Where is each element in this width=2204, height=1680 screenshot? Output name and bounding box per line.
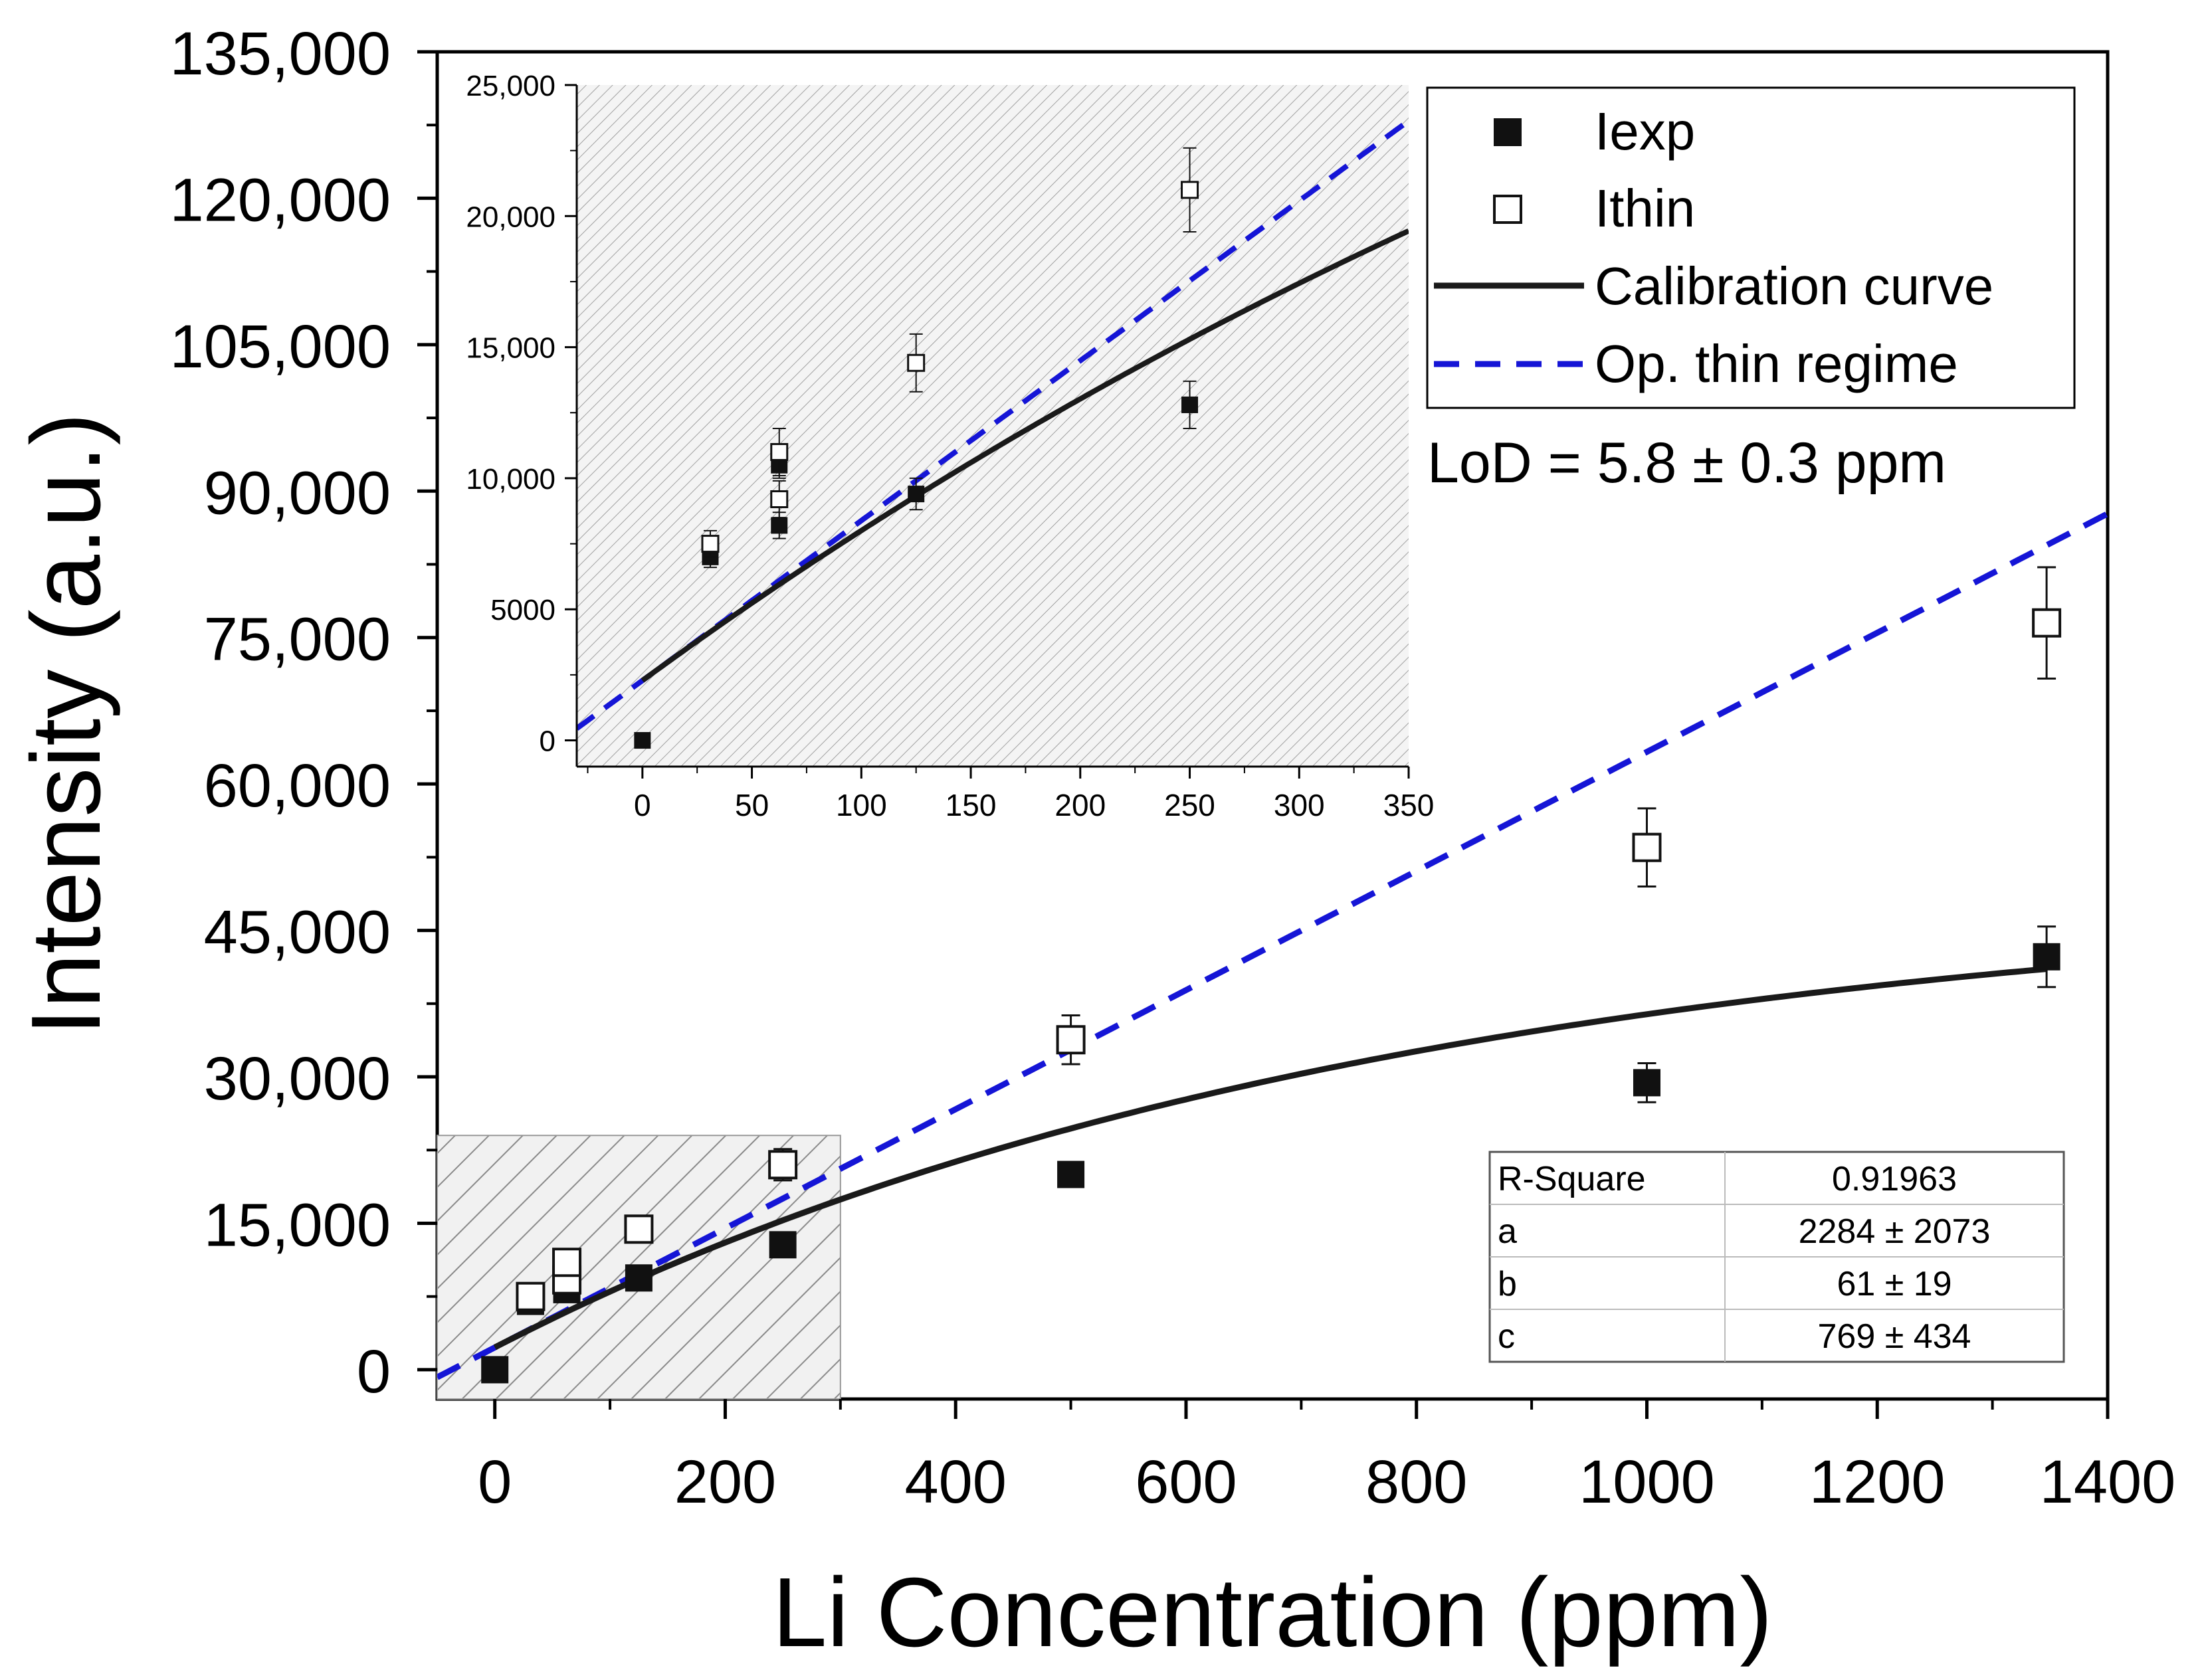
inset-y-tick-label: 10,000 bbox=[466, 463, 555, 496]
fit-table-value: 769 ± 434 bbox=[1818, 1317, 1971, 1356]
fit-table-value: 61 ± 19 bbox=[1837, 1265, 1952, 1303]
op-thin-regime-line bbox=[437, 511, 2108, 1380]
calibration-curve-line bbox=[493, 966, 2047, 1351]
inset-y-tick-label: 5000 bbox=[490, 594, 555, 626]
inset-x-tick-label: 150 bbox=[946, 788, 997, 822]
ithin-point bbox=[624, 1214, 654, 1244]
inset-iexp-point bbox=[634, 732, 651, 749]
inset-y-tick-label: 15,000 bbox=[466, 332, 555, 365]
inset-x-tick-label: 300 bbox=[1274, 788, 1325, 822]
inset-x-tick-label: 50 bbox=[735, 788, 769, 822]
ithin-point bbox=[1056, 1025, 1086, 1055]
fit-parameter-table: R-Square 0.91963 a 2284 ± 2073 b 61 ± 19… bbox=[1488, 1151, 2065, 1363]
y-axis-title: Intensity (a.u.) bbox=[11, 413, 121, 1036]
legend-ithin-marker bbox=[1493, 195, 1522, 224]
fit-table-label: c bbox=[1498, 1317, 1515, 1356]
x-tick-label: 1400 bbox=[2040, 1448, 2176, 1516]
x-tick-label: 800 bbox=[1365, 1448, 1468, 1516]
inset-ithin-point bbox=[770, 442, 789, 461]
legend-iexp-marker bbox=[1494, 118, 1522, 146]
legend-iexp-label: Iexp bbox=[1595, 102, 1695, 161]
legend: Iexp Ithin Calibration curve Op. thin re… bbox=[1426, 86, 2076, 409]
x-tick-label: 200 bbox=[674, 1448, 777, 1516]
x-tick-label: 0 bbox=[478, 1448, 512, 1516]
inset-x-tick-label: 350 bbox=[1383, 788, 1435, 822]
inset-x-tick-label: 250 bbox=[1164, 788, 1215, 822]
ithin-point bbox=[2032, 608, 2062, 638]
fit-table-label: a bbox=[1498, 1212, 1517, 1251]
inset-x-tick-label: 100 bbox=[836, 788, 887, 822]
ithin-point bbox=[552, 1248, 582, 1277]
y-tick-label: 45,000 bbox=[204, 899, 391, 967]
y-tick-label: 60,000 bbox=[204, 752, 391, 820]
y-tick-label: 90,000 bbox=[204, 459, 391, 527]
inset-iexp-point bbox=[1181, 396, 1199, 413]
x-axis-ticks: 0 200 400 600 800 1000 1200 1400 bbox=[478, 1399, 2175, 1516]
inset-ithin-point bbox=[1181, 181, 1199, 199]
inset-plot: 0 50 100 150 200 250 300 350 0 5000 10,000 15,000 2… bbox=[466, 70, 1434, 822]
lod-annotation: LoD = 5.8 ± 0.3 ppm bbox=[1427, 431, 1946, 495]
y-axis-ticks: 0 15,000 30,000 45,000 60,000 75,000 90,000 105… bbox=[169, 20, 437, 1406]
x-tick-label: 1200 bbox=[1809, 1448, 1946, 1516]
inset-y-tick-label: 25,000 bbox=[466, 70, 555, 102]
y-tick-label: 0 bbox=[357, 1338, 391, 1406]
inset-x-axis-ticks: 0 50 100 150 200 250 300 350 bbox=[587, 767, 1434, 822]
y-tick-label: 15,000 bbox=[204, 1191, 391, 1259]
inset-ithin-point bbox=[701, 535, 720, 553]
legend-thin-label: Op. thin regime bbox=[1595, 334, 1958, 393]
inset-data-points bbox=[634, 147, 1199, 749]
x-axis-title: Li Concentration (ppm) bbox=[772, 1558, 1772, 1667]
fit-table-value: 0.91963 bbox=[1832, 1160, 1957, 1198]
inset-x-tick-label: 200 bbox=[1054, 788, 1106, 822]
iexp-point bbox=[2033, 943, 2060, 971]
iexp-point bbox=[1633, 1069, 1660, 1097]
y-tick-label: 105,000 bbox=[169, 313, 391, 381]
iexp-point bbox=[481, 1356, 509, 1384]
fit-table-value: 2284 ± 2073 bbox=[1799, 1212, 1991, 1251]
inset-iexp-point bbox=[771, 517, 788, 534]
iexp-point bbox=[769, 1231, 797, 1259]
inset-y-tick-label: 20,000 bbox=[466, 201, 555, 233]
inset-ithin-point bbox=[907, 353, 926, 372]
y-tick-label: 120,000 bbox=[169, 166, 391, 234]
inset-calibration-curve-line bbox=[641, 228, 1409, 683]
iexp-point bbox=[1057, 1161, 1085, 1188]
x-tick-label: 400 bbox=[904, 1448, 1007, 1516]
y-tick-label: 135,000 bbox=[169, 20, 391, 88]
legend-ithin-label: Ithin bbox=[1595, 179, 1695, 238]
x-tick-label: 1000 bbox=[1579, 1448, 1715, 1516]
inset-iexp-point bbox=[908, 486, 925, 503]
ithin-point bbox=[516, 1281, 546, 1311]
main-data-points bbox=[481, 566, 2062, 1384]
inset-y-axis-ticks: 0 5000 10,000 15,000 20,000 25,000 bbox=[466, 70, 577, 758]
inset-y-tick-label: 0 bbox=[540, 725, 555, 758]
fit-table-label: b bbox=[1498, 1265, 1517, 1303]
ithin-point bbox=[768, 1150, 798, 1180]
iexp-point bbox=[625, 1264, 652, 1292]
inset-x-tick-label: 0 bbox=[634, 788, 651, 822]
legend-box bbox=[1426, 86, 2076, 409]
fit-table-label: R-Square bbox=[1498, 1160, 1646, 1198]
x-tick-label: 600 bbox=[1135, 1448, 1237, 1516]
inset-ithin-point bbox=[770, 490, 789, 508]
inset-plot-area bbox=[577, 85, 1409, 767]
ithin-point bbox=[1632, 832, 1662, 862]
legend-calibration-label: Calibration curve bbox=[1595, 256, 1993, 316]
y-tick-label: 75,000 bbox=[204, 606, 391, 674]
y-tick-label: 30,000 bbox=[204, 1045, 391, 1113]
